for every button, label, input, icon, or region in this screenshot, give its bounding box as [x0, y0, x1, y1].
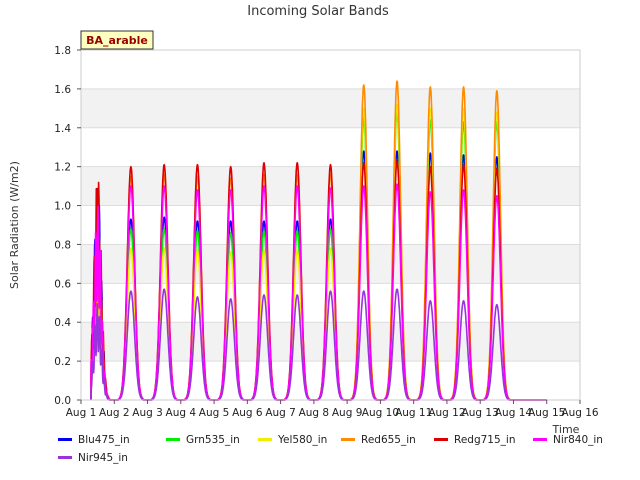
legend-swatch: [58, 437, 72, 441]
legend-label: Red655_in: [361, 434, 416, 446]
y-tick-label: 1.2: [54, 162, 71, 174]
x-tick-label: Aug 15: [528, 407, 565, 419]
legend-item: Blu475_in: [58, 434, 130, 446]
grid-band: [81, 88, 580, 128]
legend-label: Yel580_in: [278, 434, 328, 446]
x-tick-label: Aug 9: [332, 407, 363, 419]
x-tick-label: Aug 13: [462, 407, 499, 419]
x-tick-label: Aug 16: [561, 407, 599, 419]
legend-swatch: [58, 455, 72, 459]
site-annotation: BA_arable: [80, 30, 154, 50]
legend-item: Red655_in: [341, 434, 416, 446]
grid-bands: [81, 49, 580, 401]
legend-swatch: [341, 437, 355, 441]
legend-swatch: [258, 437, 272, 441]
x-axis-label: Time: [552, 423, 580, 436]
legend-label: Blu475_in: [78, 434, 130, 446]
legend-item: Nir945_in: [58, 452, 128, 464]
legend-swatch: [166, 437, 180, 441]
y-tick-label: 1.8: [54, 45, 71, 57]
y-axis-label: Solar Radiation (W/m2): [8, 161, 21, 289]
legend-item: Grn535_in: [166, 434, 240, 446]
series-line-nir840-in: [90, 183, 548, 401]
legend-swatch: [533, 437, 547, 441]
legend-label: Nir840_in: [553, 434, 603, 446]
series-layer: [90, 80, 548, 401]
x-tick-label: Aug 7: [265, 407, 296, 419]
plot-frame: [80, 49, 581, 401]
legend-item: Yel580_in: [258, 434, 327, 446]
annotation-text: BA_arable: [86, 34, 148, 47]
y-ticks: 0.0 0.2 0.4 0.6 0.8 1.0 1.2 1.4 1.6 1.8: [54, 45, 81, 407]
y-tick-label: 0.0: [54, 395, 71, 407]
grid-band: [81, 166, 580, 206]
x-tick-label: Aug 5: [199, 407, 230, 419]
chart-title: Incoming Solar Bands: [247, 4, 389, 19]
y-tick-label: 1.0: [54, 201, 71, 213]
x-tick-label: Aug 2: [99, 407, 130, 419]
x-tick-label: Aug 10: [362, 407, 399, 419]
x-tick-label: Aug 3: [132, 407, 163, 419]
legend-label: Redg715_in: [454, 434, 516, 446]
y-tick-label: 0.6: [54, 278, 71, 290]
x-tick-label: Aug 12: [428, 407, 465, 419]
x-ticks: Aug 1 Aug 2 Aug 3 Aug 4 Aug 5 Aug 6 Aug 7 Aug 8…: [66, 400, 599, 419]
x-tick-label: Aug 6: [232, 407, 263, 419]
y-tick-label: 1.4: [54, 123, 71, 135]
x-tick-label: Aug 4: [166, 407, 197, 419]
y-tick-label: 0.2: [54, 356, 71, 368]
y-tick-label: 1.6: [54, 84, 71, 96]
x-tick-label: Aug 8: [299, 407, 330, 419]
grid-band: [81, 322, 580, 362]
legend-item: Nir840_in: [533, 434, 603, 446]
y-tick-label: 0.8: [54, 239, 71, 251]
legend-item: Redg715_in: [434, 434, 515, 446]
legend-label: Grn535_in: [186, 434, 240, 446]
x-tick-label: Aug 14: [495, 407, 533, 419]
x-tick-label: Aug 11: [395, 407, 432, 419]
y-tick-label: 0.4: [54, 317, 71, 329]
annotation-box: [80, 30, 154, 50]
legend-label: Nir945_in: [78, 452, 128, 464]
legend-swatch: [434, 437, 448, 441]
x-tick-label: Aug 1: [66, 407, 97, 419]
